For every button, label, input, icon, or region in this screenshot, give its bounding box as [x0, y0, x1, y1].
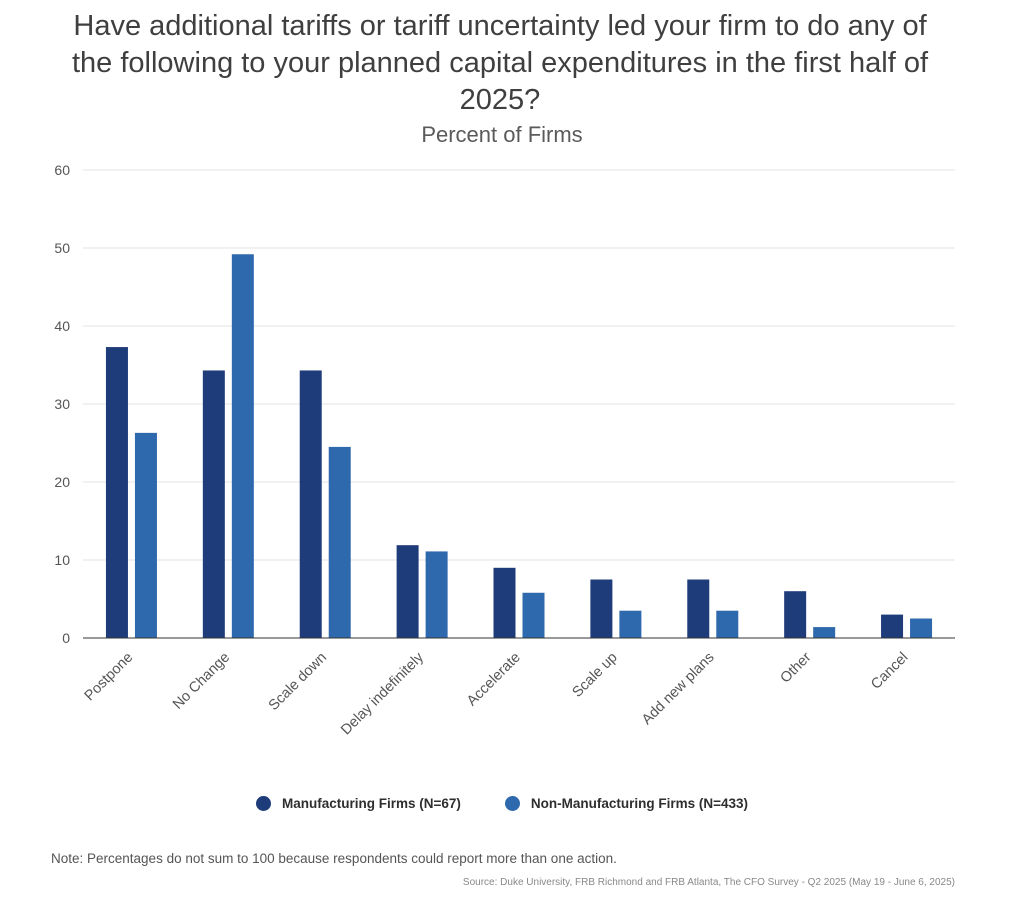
x-axis: Postpone No Change Scale down Delay indefin… [82, 637, 955, 738]
bar [619, 610, 642, 638]
bar [590, 579, 613, 638]
bar [716, 610, 739, 638]
bar [231, 254, 254, 639]
x-tick-label: No Change [170, 650, 233, 713]
y-tick-label: 20 [54, 474, 70, 490]
legend: Manufacturing Firms (N=67) Non-Manufactu… [0, 796, 1004, 811]
gridlines [83, 169, 955, 561]
bar [910, 618, 933, 638]
x-tick-label: Scale down [266, 650, 330, 714]
x-tick-label: Add new plans [639, 650, 718, 729]
y-tick-label: 10 [54, 552, 70, 568]
legend-item-manufacturing[interactable]: Manufacturing Firms (N=67) [255, 796, 461, 811]
x-tick-label: Scale up [569, 650, 620, 701]
bar [813, 627, 836, 638]
legend-label-non-manufacturing: Non-Manufacturing Firms (N=433) [530, 796, 749, 811]
x-tick-label: Accelerate [464, 650, 524, 710]
chart-source: Source: Duke University, FRB Richmond an… [462, 877, 955, 888]
chart-subtitle: Percent of Firms [421, 122, 583, 147]
x-tick-label: Other [778, 649, 815, 686]
y-tick-label: 40 [54, 318, 70, 334]
x-tick-label: Postpone [82, 650, 137, 705]
legend-item-non-manufacturing[interactable]: Non-Manufacturing Firms (N=433) [504, 796, 749, 811]
legend-label-manufacturing: Manufacturing Firms (N=67) [281, 796, 461, 811]
chart-note: Note: Percentages do not sum to 100 beca… [51, 851, 617, 866]
bar [493, 567, 516, 638]
bar [299, 370, 322, 638]
bars [105, 254, 933, 639]
bar [396, 545, 419, 638]
bar [784, 591, 807, 638]
x-tick-label: Delay indefinitely [338, 649, 427, 738]
y-axis: 0 10 20 30 40 50 60 [54, 162, 70, 646]
chart-title: Have additional tariffs or tariff uncert… [71, 10, 929, 116]
bar [105, 347, 128, 638]
y-tick-label: 0 [62, 630, 70, 646]
bar [202, 370, 225, 638]
bar [881, 614, 904, 638]
bar [687, 579, 710, 638]
y-tick-label: 50 [54, 240, 70, 256]
bar [328, 446, 351, 638]
bar [425, 551, 448, 638]
legend-swatch-manufacturing [255, 796, 271, 811]
bar [134, 432, 157, 638]
bar [522, 592, 545, 638]
legend-swatch-non-manufacturing [504, 796, 520, 811]
y-tick-label: 30 [54, 396, 70, 412]
y-tick-label: 60 [54, 162, 70, 178]
x-tick-label: Cancel [868, 650, 911, 693]
